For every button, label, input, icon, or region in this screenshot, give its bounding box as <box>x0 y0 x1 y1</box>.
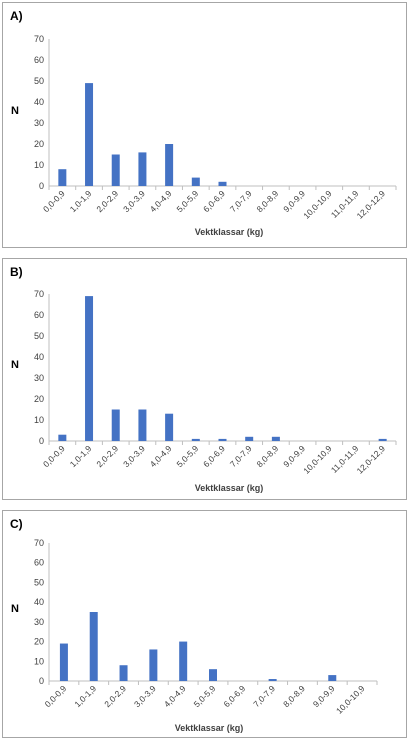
bar <box>111 409 120 441</box>
y-tick-label: 60 <box>34 310 44 320</box>
x-tick-label: 1,0-1,9 <box>68 188 94 214</box>
x-tick-label: 0,0-0,9 <box>41 443 67 469</box>
chart-panel-c: C) N Vektklassar (kg) 0 10 20 30 40 50 60 70 0,0… <box>2 510 407 738</box>
x-tick-label: 2,0-2,9 <box>94 188 120 214</box>
y-tick-label: 30 <box>34 617 44 627</box>
y-tick-label: 60 <box>34 55 44 65</box>
x-tick-label: 2,0-2,9 <box>94 443 120 469</box>
y-tick-label: 10 <box>34 160 44 170</box>
x-tick-label: 6,0-6,9 <box>221 683 247 709</box>
bar <box>218 438 227 441</box>
bar <box>218 181 227 186</box>
bar <box>245 436 254 441</box>
panel-label: A) <box>10 9 23 23</box>
x-tick-label: 4,0-4,9 <box>148 443 174 469</box>
y-tick-label: 10 <box>34 415 44 425</box>
x-tick-label: 10,0-10,9 <box>301 188 334 221</box>
x-tick-label: 12,0-12,9 <box>355 188 388 221</box>
bar <box>209 669 217 681</box>
bar-chart-a: 0 10 20 30 40 50 60 70 0,0-0,9 1,0-1,9 2,0-2,9 3,0-… <box>34 34 397 221</box>
chart-panel-b: B) N Vektklassar (kg) 0 10 20 30 40 50 60 70 0,0… <box>2 258 407 500</box>
x-tick-label: 5,0-5,9 <box>192 683 218 709</box>
x-tick-label: 5,0-5,9 <box>174 188 200 214</box>
y-tick-label: 50 <box>34 577 44 587</box>
x-tick-label: 12,0-12,9 <box>355 443 388 476</box>
bar <box>165 144 174 186</box>
y-tick-label: 50 <box>34 76 44 86</box>
bar <box>85 83 94 186</box>
x-tick-label: 8,0-8,9 <box>281 683 307 709</box>
x-tick-label: 8,0-8,9 <box>255 188 281 214</box>
x-tick-label: 8,0-8,9 <box>255 443 281 469</box>
y-tick-label: 70 <box>34 289 44 299</box>
bar <box>111 154 120 186</box>
bar <box>59 643 68 681</box>
y-tick-label: 10 <box>34 656 44 666</box>
y-tick-label: 50 <box>34 331 44 341</box>
y-tick-label: 60 <box>34 558 44 568</box>
x-tick-label: 9,0-9,9 <box>281 188 307 214</box>
bar <box>85 296 94 441</box>
bar-chart-c: 0 10 20 30 40 50 60 70 0,0-0,9 1,0-1,9 2,0-2,9 3,0-… <box>34 538 378 716</box>
x-tick-label: 9,0-9,9 <box>311 683 337 709</box>
x-tick-label: 10,0-10,9 <box>334 683 367 716</box>
x-tick-label: 3,0-3,9 <box>121 188 147 214</box>
x-tick-label: 4,0-4,9 <box>148 188 174 214</box>
y-tick-label: 20 <box>34 394 44 404</box>
x-tick-label: 0,0-0,9 <box>43 683 69 709</box>
y-tick-label: 40 <box>34 352 44 362</box>
x-tick-label: 5,0-5,9 <box>174 443 200 469</box>
panel-label: C) <box>10 517 23 531</box>
y-axis-label: N <box>11 359 19 371</box>
y-tick-label: 40 <box>34 97 44 107</box>
bar <box>138 409 147 441</box>
bar <box>328 675 337 681</box>
y-tick-label: 30 <box>34 373 44 383</box>
y-tick-label: 0 <box>39 181 44 191</box>
bar <box>268 679 277 681</box>
x-tick-label: 9,0-9,9 <box>281 443 307 469</box>
x-tick-label: 10,0-10,9 <box>301 443 334 476</box>
y-tick-label: 20 <box>34 139 44 149</box>
y-axis-label: N <box>11 603 19 615</box>
bar <box>89 612 98 681</box>
x-tick-label: 7,0-7,9 <box>228 188 254 214</box>
bar <box>58 434 67 441</box>
y-tick-label: 0 <box>39 676 44 686</box>
y-axis-label: N <box>11 105 19 117</box>
x-tick-label: 7,0-7,9 <box>251 683 277 709</box>
bar <box>179 641 188 681</box>
x-tick-label: 6,0-6,9 <box>201 188 227 214</box>
panel-label: B) <box>10 265 23 279</box>
x-tick-label: 6,0-6,9 <box>201 443 227 469</box>
y-tick-label: 30 <box>34 118 44 128</box>
bar <box>58 169 67 186</box>
x-tick-label: 3,0-3,9 <box>121 443 147 469</box>
bar <box>191 438 200 441</box>
y-tick-label: 40 <box>34 597 44 607</box>
x-tick-label: 7,0-7,9 <box>228 443 254 469</box>
bar <box>138 152 147 186</box>
x-tick-label: 1,0-1,9 <box>72 683 98 709</box>
x-tick-label: 1,0-1,9 <box>68 443 94 469</box>
bar <box>149 649 158 681</box>
y-tick-label: 70 <box>34 538 44 548</box>
x-tick-label: 2,0-2,9 <box>102 683 128 709</box>
bar-chart-b: 0 10 20 30 40 50 60 70 0,0-0,9 1,0-1,9 2,0-2,9 3,0-… <box>34 289 397 476</box>
x-axis-label: Vektklassar (kg) <box>194 483 264 493</box>
bar <box>191 177 200 186</box>
x-tick-label: 3,0-3,9 <box>132 683 158 709</box>
bar <box>165 413 174 441</box>
x-tick-label: 4,0-4,9 <box>162 683 188 709</box>
y-tick-label: 20 <box>34 637 44 647</box>
y-tick-label: 0 <box>39 436 44 446</box>
x-axis-label: Vektklassar (kg) <box>194 227 264 237</box>
bar <box>378 438 387 441</box>
chart-panel-a: A) N Vektklassar (kg) 0 10 20 30 40 50 60 70 0,0… <box>2 2 407 248</box>
y-tick-label: 70 <box>34 34 44 44</box>
bar <box>271 436 280 441</box>
x-axis-label: Vektklassar (kg) <box>174 723 244 733</box>
x-tick-label: 0,0-0,9 <box>41 188 67 214</box>
bar <box>119 665 128 681</box>
